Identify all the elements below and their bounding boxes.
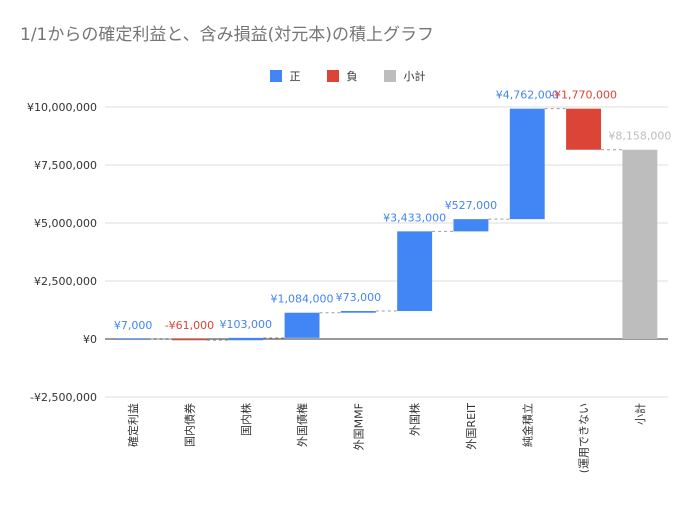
y-tick-label: ¥10,000,000 bbox=[27, 101, 97, 114]
x-tick-label: 純金積立 bbox=[520, 403, 534, 447]
bar-pos bbox=[397, 231, 433, 312]
data-label: ¥8,158,000 bbox=[608, 130, 671, 143]
legend-swatch-positive bbox=[269, 70, 282, 82]
legend-label-negative: 負 bbox=[346, 70, 358, 83]
data-label: -¥1,770,000 bbox=[550, 89, 617, 102]
legend-item-positive[interactable]: 正 bbox=[269, 68, 301, 84]
bar-pos bbox=[228, 337, 264, 341]
x-tick-label: 国内株 bbox=[239, 403, 253, 436]
data-label: ¥1,084,000 bbox=[271, 293, 334, 306]
bar-subtotal bbox=[622, 149, 658, 339]
x-tick-label: 小計 bbox=[633, 403, 647, 425]
bar-pos bbox=[509, 108, 545, 220]
data-label: ¥3,433,000 bbox=[383, 211, 446, 224]
chart-title: 1/1からの確定利益と、含み損益(対元本)の積上グラフ bbox=[20, 25, 434, 45]
y-tick-label: -¥2,500,000 bbox=[30, 391, 97, 404]
bar-pos bbox=[453, 219, 489, 232]
x-tick-label: 外国MMF bbox=[352, 403, 365, 450]
x-tick-label: 国内債券 bbox=[182, 403, 196, 447]
legend-swatch-subtotal bbox=[383, 70, 396, 82]
legend-item-subtotal[interactable]: 小計 bbox=[383, 68, 426, 84]
legend-label-subtotal: 小計 bbox=[403, 70, 426, 83]
x-tick-label: (運用できない bbox=[578, 403, 591, 473]
y-tick-label: ¥2,500,000 bbox=[34, 275, 97, 288]
y-tick-label: ¥7,500,000 bbox=[34, 159, 97, 172]
data-label: ¥73,000 bbox=[336, 291, 382, 304]
data-label: ¥4,762,000 bbox=[496, 89, 559, 102]
y-tick-label: ¥0 bbox=[83, 333, 97, 346]
legend-item-negative[interactable]: 負 bbox=[326, 68, 358, 84]
legend-swatch-negative bbox=[326, 70, 339, 82]
legend: 正 負 小計 bbox=[0, 68, 695, 84]
data-label: ¥527,000 bbox=[445, 199, 498, 212]
bar-pos bbox=[284, 312, 320, 338]
data-label: ¥103,000 bbox=[220, 318, 273, 331]
bar-neg bbox=[171, 338, 207, 341]
x-tick-label: 外国債権 bbox=[295, 403, 309, 447]
bar-pos bbox=[340, 311, 376, 313]
data-label: -¥61,000 bbox=[165, 319, 214, 332]
y-tick-label: ¥5,000,000 bbox=[34, 217, 97, 230]
x-tick-label: 確定利益 bbox=[126, 403, 140, 447]
bar-pos bbox=[115, 338, 151, 340]
x-tick-label: 外国株 bbox=[408, 403, 422, 436]
bar-neg bbox=[566, 108, 602, 150]
data-label: ¥7,000 bbox=[114, 319, 153, 332]
legend-label-positive: 正 bbox=[289, 70, 301, 83]
x-tick-label: 外国REIT bbox=[465, 403, 478, 450]
